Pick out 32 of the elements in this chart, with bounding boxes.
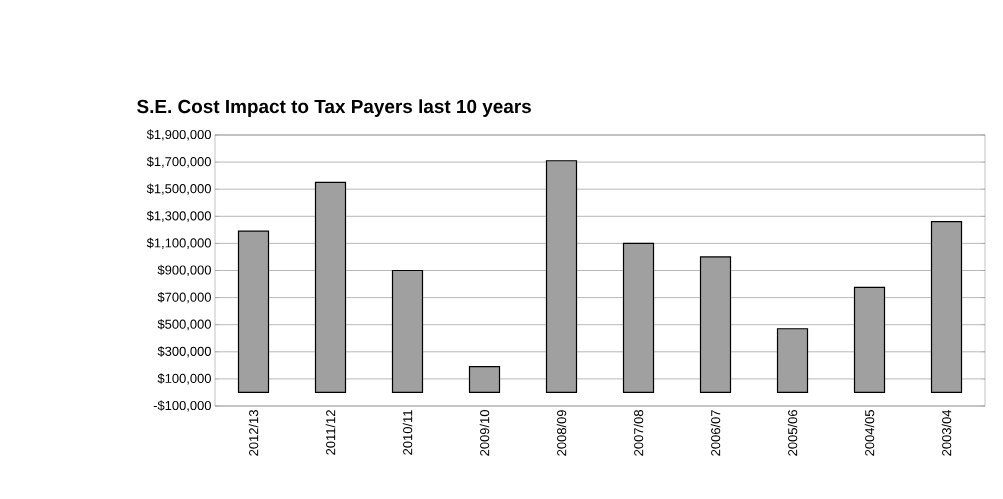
x-tick-label: 2008/09 [556, 410, 567, 456]
x-tick-label: 2004/05 [864, 410, 875, 456]
x-tick-label: 2006/07 [710, 410, 721, 456]
x-tick-label: 2007/08 [633, 410, 644, 456]
bar [545, 160, 578, 394]
y-tick-label: $1,300,000 [146, 210, 211, 222]
x-tick-label: 2005/06 [787, 410, 798, 456]
chart-title: S.E. Cost Impact to Tax Payers last 10 years [137, 99, 531, 117]
bar [391, 269, 424, 394]
bar [699, 256, 732, 394]
y-tick-label: -$100,000 [153, 400, 211, 412]
bar [314, 181, 347, 394]
y-tick-label: $1,900,000 [146, 129, 211, 141]
bar [853, 286, 886, 394]
x-tick-label: 2011/12 [325, 410, 336, 455]
y-tick-label: $1,700,000 [146, 156, 211, 168]
y-tick-label: $700,000 [157, 291, 211, 304]
x-tick-label: 2010/11 [402, 410, 413, 455]
bar [930, 221, 963, 394]
x-tick-label: 2003/04 [941, 409, 952, 456]
y-tick-label: $100,000 [157, 373, 211, 385]
y-tick-label: $1,500,000 [146, 183, 211, 195]
bar [468, 366, 501, 394]
x-tick-label: 2009/10 [479, 410, 490, 456]
y-tick-label: $1,100,000 [146, 237, 211, 250]
bar [622, 242, 655, 394]
bar [237, 230, 270, 394]
x-tick-label: 2012/13 [248, 410, 259, 456]
bar [776, 328, 809, 394]
y-tick-label: $300,000 [157, 346, 211, 358]
y-tick-label: $500,000 [157, 319, 211, 331]
y-tick-label: $900,000 [157, 264, 211, 277]
